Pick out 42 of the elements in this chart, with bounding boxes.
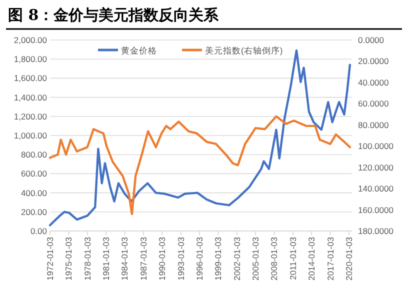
- x-tick-label: 1990-01-03: [157, 236, 168, 280]
- x-tick-label: 1984-01-03: [120, 236, 130, 280]
- y-tick-label: 200.00: [21, 206, 48, 217]
- y2-tick-label: 160.0000: [358, 204, 394, 215]
- y-tick-label: 1,600.00: [14, 73, 48, 84]
- chart-title: 图 8：金价与美元指数反向关系: [8, 6, 220, 24]
- y2-tick-label: 140.0000: [358, 184, 394, 194]
- y-tick-label: 0.00: [30, 226, 48, 236]
- y-tick-label: 1,800.00: [14, 54, 48, 64]
- y2-tick-label: 0.0000: [358, 35, 384, 45]
- x-tick-label: 1993-01-03: [176, 236, 186, 280]
- y2-tick-label: 100.0000: [358, 141, 394, 152]
- x-tick-label: 1972-01-03: [45, 236, 55, 280]
- x-tick-label: 2011-01-03: [288, 236, 298, 280]
- x-tick-label: 1978-01-03: [82, 236, 92, 280]
- x-tick-label: 2002-01-03: [232, 236, 242, 280]
- x-tick-label: 2020-01-03: [344, 236, 354, 280]
- x-tick-label: 1981-01-03: [101, 236, 112, 280]
- y-tick-label: 400.00: [21, 188, 48, 198]
- y-tick-label: 2,000.00: [14, 35, 48, 45]
- legend-label: 美元指数(右轴倒序): [205, 46, 283, 56]
- x-tick-label: 2017-01-03: [325, 236, 336, 280]
- x-tick-label: 1987-01-03: [138, 236, 148, 280]
- y2-tick-label: 40.0000: [358, 77, 389, 88]
- legend-label: 黄金价格: [121, 46, 157, 56]
- y-tick-label: 800.00: [21, 150, 48, 160]
- x-tick-label: 2014-01-03: [306, 236, 317, 280]
- x-tick-label: 2005-01-03: [250, 236, 261, 280]
- x-tick-label: 1996-01-03: [194, 236, 204, 280]
- y2-tick-label: 80.0000: [358, 120, 389, 130]
- y2-tick-label: 180.0000: [358, 226, 394, 236]
- x-tick-label: 1999-01-03: [213, 236, 224, 280]
- y-tick-label: 1,200.00: [14, 111, 48, 122]
- y-tick-label: 1,000.00: [14, 130, 48, 140]
- y2-tick-label: 60.0000: [358, 98, 389, 109]
- y-tick-label: 1,400.00: [14, 92, 48, 102]
- x-tick-label: 1975-01-03: [64, 236, 74, 280]
- x-tick-label: 2008-01-03: [269, 236, 280, 280]
- y-tick-label: 600.00: [21, 168, 48, 179]
- line-series: [48, 115, 352, 216]
- y2-tick-label: 120.0000: [358, 162, 394, 172]
- y2-tick-label: 20.0000: [358, 56, 389, 66]
